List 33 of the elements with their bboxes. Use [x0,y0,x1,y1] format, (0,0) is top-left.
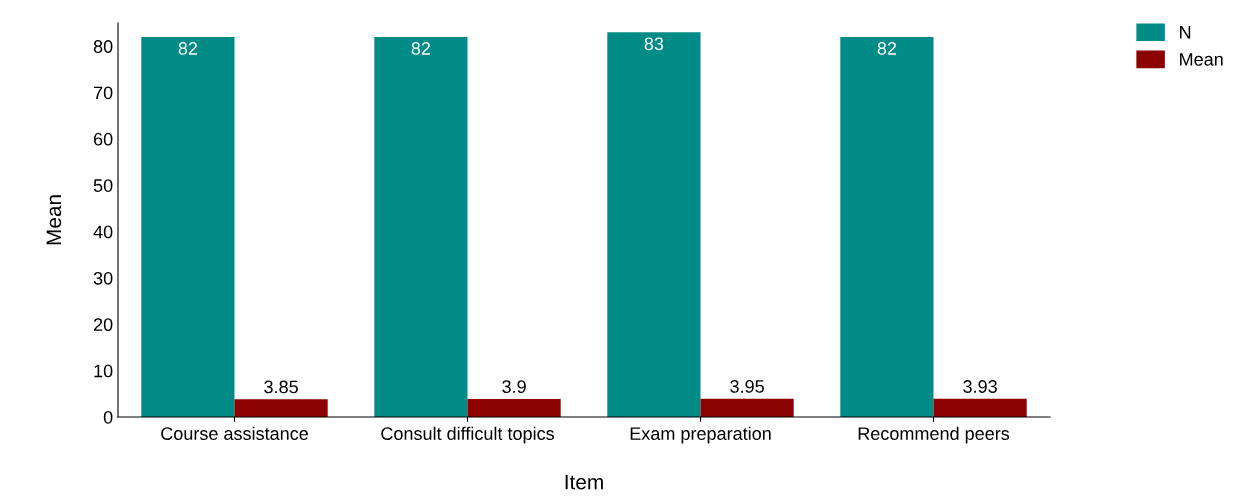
x-tick-label: Consult difficult topics [381,426,554,444]
bar [840,36,934,417]
y-tick-label: 0 [103,410,113,424]
y-tick-label: 20 [93,318,113,332]
y-axis-title: Mean [46,195,62,245]
legend-label: Mean [1180,53,1223,66]
data-label: 82 [178,42,198,55]
data-label: 3.93 [963,380,997,393]
data-label: 3.95 [730,380,764,393]
x-axis-title: Item [565,474,603,490]
y-tick-label: 50 [93,179,113,192]
y-tick-label: 30 [93,271,113,285]
data-label: 3.85 [264,380,298,394]
y-tick-label: 40 [93,225,113,239]
bar [607,32,701,417]
x-tick-label: Exam preparation [630,426,771,444]
x-tick-label: Course assistance [161,426,308,440]
bar [467,398,561,417]
data-label: 83 [644,37,664,51]
bar [700,398,794,417]
bar [374,36,468,417]
y-tick-label: 10 [94,364,113,378]
y-tick-label: 70 [93,86,113,100]
bar [141,36,235,417]
data-label: 82 [411,42,431,55]
y-tick-label: 80 [93,40,113,53]
data-label: 3.9 [502,380,526,394]
data-label: 82 [877,42,897,55]
x-tick-label: Recommend peers [858,426,1010,444]
bar [933,398,1027,417]
bar [234,399,328,417]
legend-label: N [1180,26,1191,39]
y-tick-label: 60 [93,132,113,146]
